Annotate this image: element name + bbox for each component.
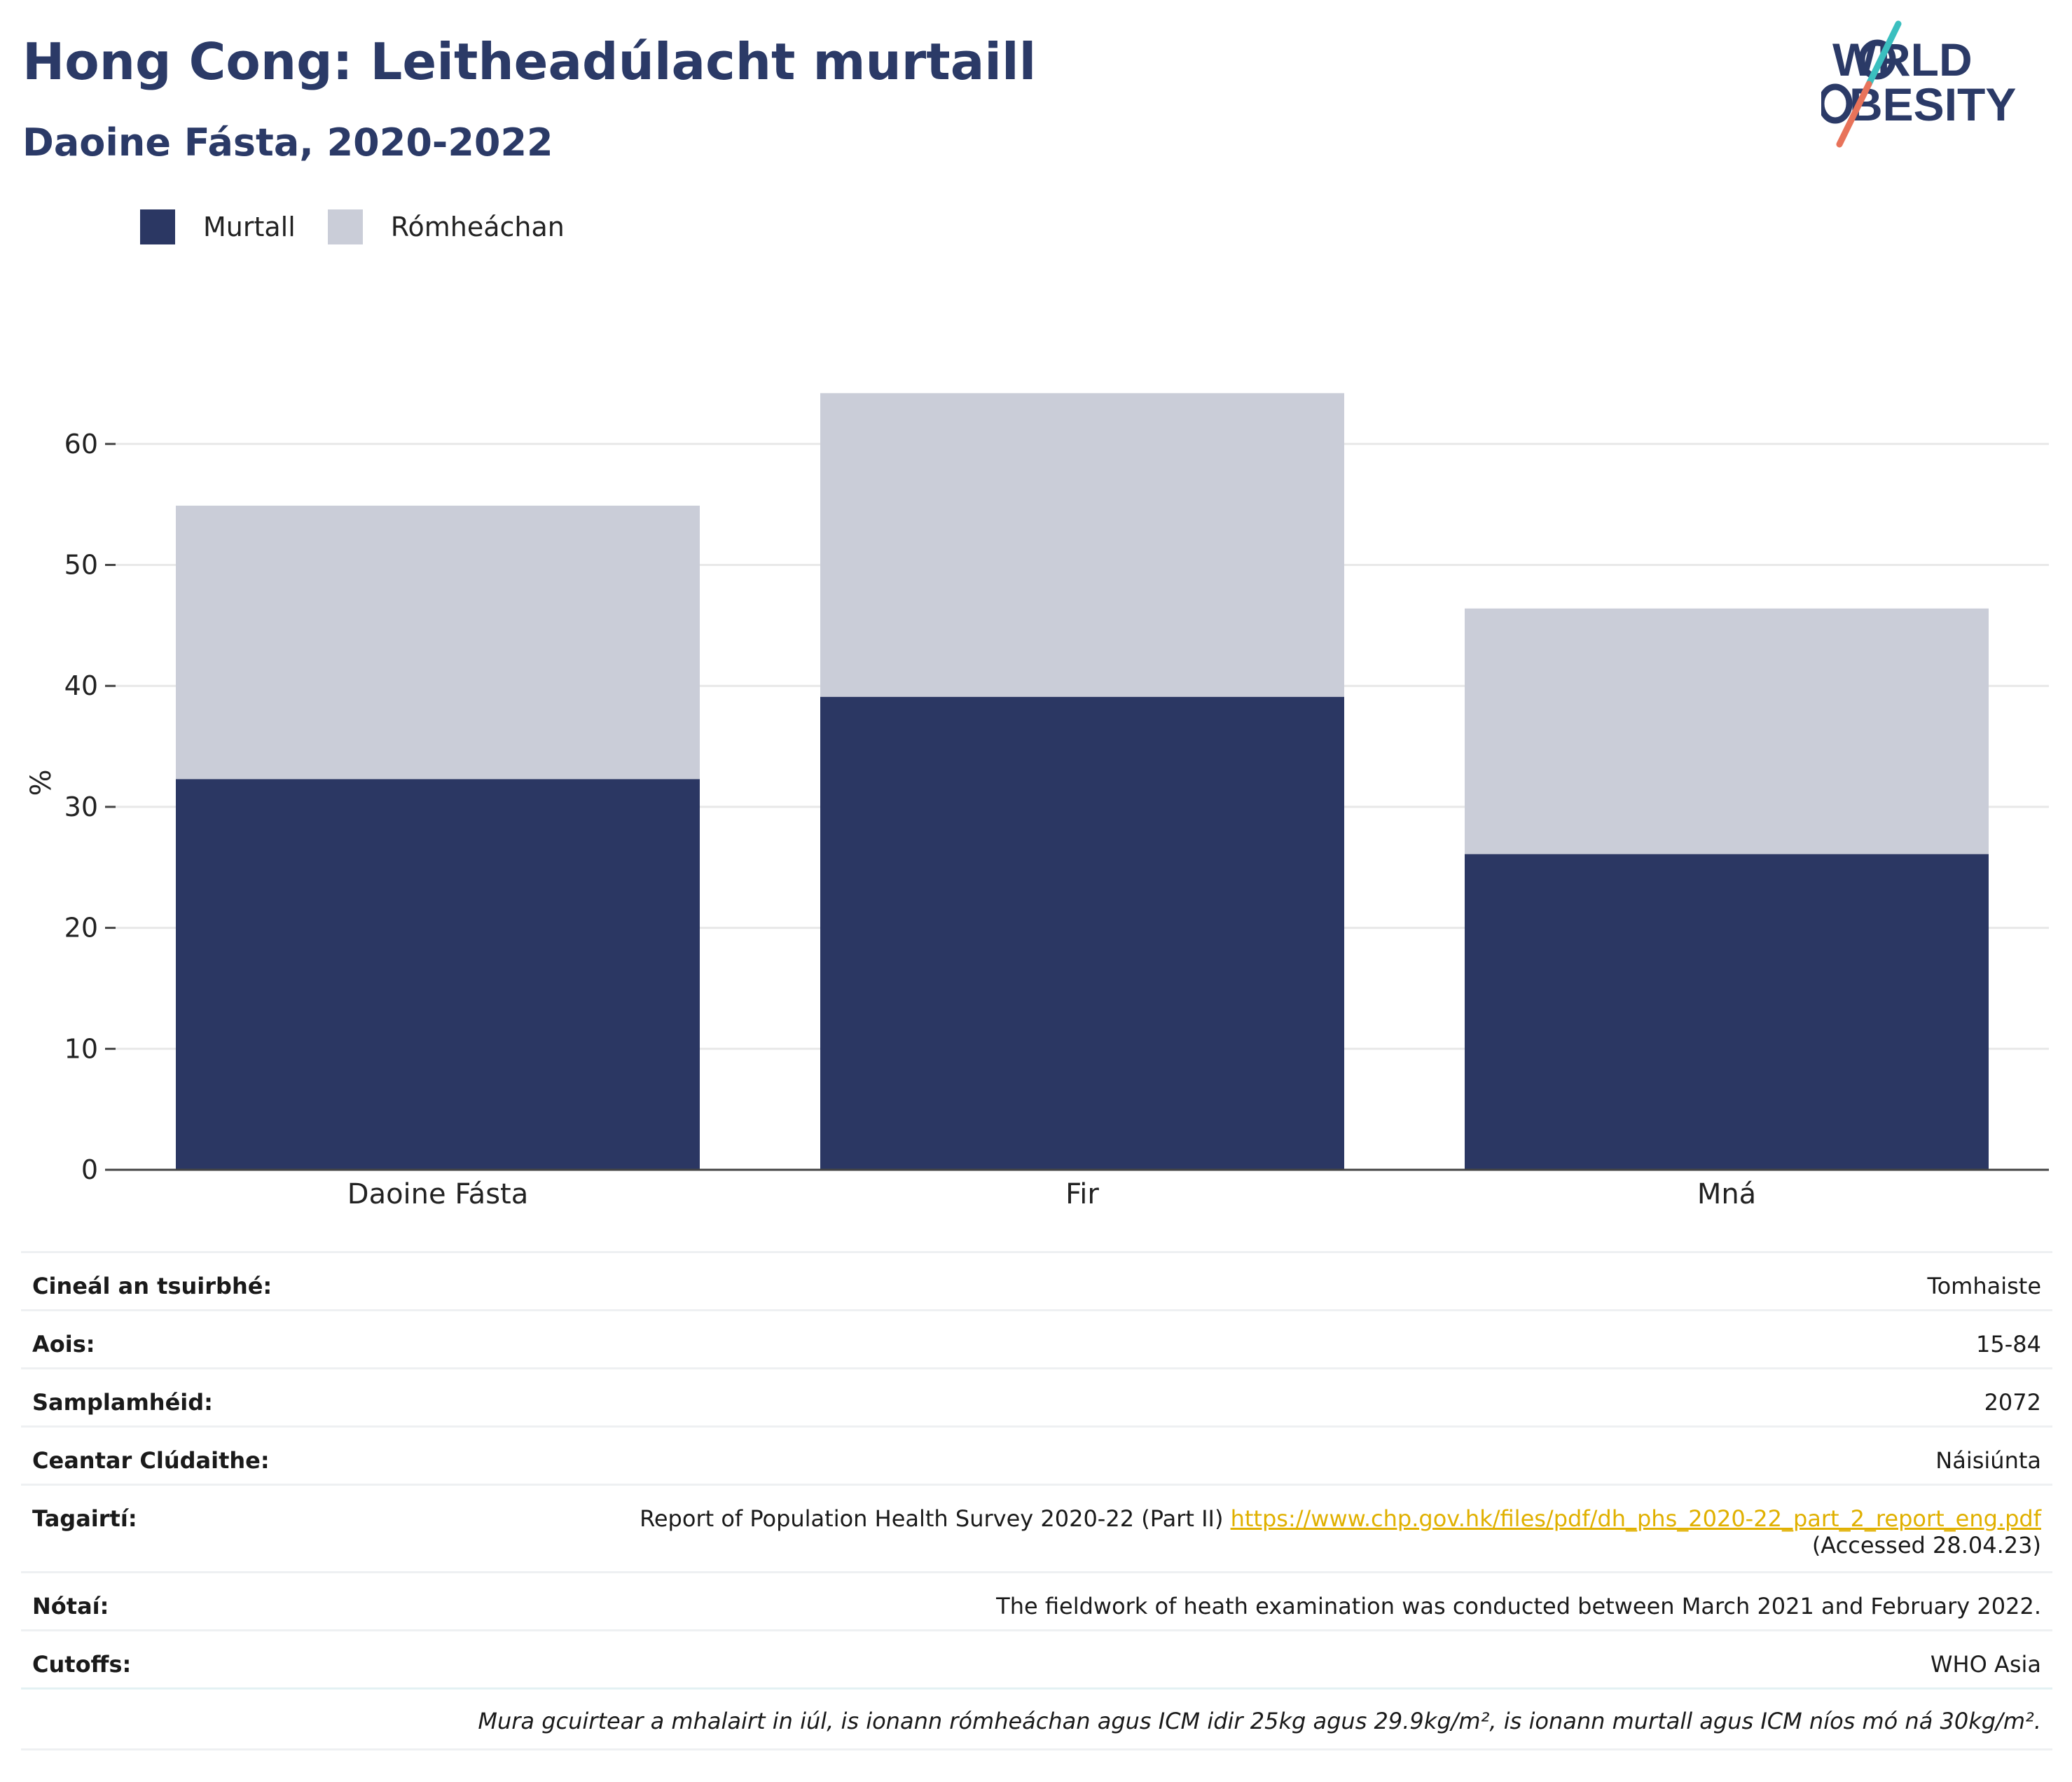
info-row-survey-type: Cineál an tsuirbhé: Tomhaiste	[21, 1251, 2052, 1309]
x-tick-label: Daoine Fásta	[347, 1178, 528, 1210]
info-row-notes: Nótaí: The fieldwork of heath examinatio…	[21, 1571, 2052, 1629]
info-row-sample-size: Samplamhéid: 2072	[21, 1367, 2052, 1425]
y-tick-label: 30	[64, 792, 98, 822]
info-value: Náisiúnta	[1935, 1447, 2041, 1474]
info-label: Samplamhéid:	[32, 1389, 213, 1416]
info-value: Report of Population Health Survey 2020-…	[640, 1486, 2041, 1559]
bar-obese-1	[820, 696, 1344, 1170]
bar-overweight-1	[820, 393, 1344, 697]
x-tick-label: Fir	[1065, 1178, 1099, 1210]
survey-info-table: Cineál an tsuirbhé: Tomhaiste Aois: 15-8…	[21, 1251, 2052, 1750]
bar-obese-0	[176, 779, 700, 1170]
y-tick-label: 50	[64, 550, 98, 581]
y-tick-label: 10	[64, 1033, 98, 1064]
info-label: Ceantar Clúdaithe:	[32, 1447, 270, 1474]
legend-item-obese[interactable]: Murtall	[140, 209, 296, 244]
info-row-age: Aois: 15-84	[21, 1309, 2052, 1367]
info-value: WHO Asia	[1930, 1651, 2041, 1678]
bar-overweight-2	[1465, 608, 1989, 855]
reference-link[interactable]: https://www.chp.gov.hk/files/pdf/dh_phs_…	[1230, 1505, 2041, 1532]
info-row-cutoffs: Cutoffs: WHO Asia	[21, 1629, 2052, 1687]
stacked-bar-chart: 0 10 20 30 40 50 60% Daoine Fásta Fir Mná	[25, 393, 2049, 1210]
info-label: Cutoffs:	[32, 1651, 132, 1678]
page-title: Hong Cong: Leitheadúlacht murtaill	[22, 32, 1037, 91]
info-row-coverage: Ceantar Clúdaithe: Náisiúnta	[21, 1425, 2052, 1484]
info-row-references: Tagairtí: Report of Population Health Su…	[21, 1484, 2052, 1571]
info-value: 15-84	[1976, 1331, 2041, 1358]
y-tick-label: 60	[64, 429, 98, 460]
y-tick-label: 20	[64, 913, 98, 944]
info-value: Tomhaiste	[1927, 1273, 2041, 1299]
page-subtitle: Daoine Fásta, 2020-2022	[22, 120, 553, 165]
bar-obese-2	[1465, 854, 1989, 1170]
legend-swatch-overweight	[327, 209, 363, 244]
chart-legend: Murtall Rómheáchan	[140, 209, 597, 245]
info-label: Aois:	[32, 1331, 95, 1358]
x-tick-label: Mná	[1697, 1178, 1756, 1210]
info-label: Cineál an tsuirbhé:	[32, 1273, 272, 1299]
y-tick-label: 0	[81, 1154, 98, 1185]
reference-text: Report of Population Health Survey 2020-…	[640, 1505, 1224, 1532]
y-axis-title: %	[25, 769, 57, 796]
reference-accessed: (Accessed 28.04.23)	[1811, 1532, 2041, 1559]
info-label: Nótaí:	[32, 1593, 109, 1619]
world-obesity-logo: W RLD BESITY	[1821, 20, 2016, 148]
bar-overweight-0	[176, 505, 700, 780]
y-tick-label: 40	[64, 670, 98, 701]
legend-label-overweight: Rómheáchan	[390, 212, 565, 242]
info-value: The fieldwork of heath examination was c…	[996, 1593, 2041, 1619]
bmi-footnote: Mura gcuirtear a mhalairt in iúl, is ion…	[21, 1687, 2052, 1750]
legend-label-obese: Murtall	[203, 212, 296, 242]
info-label: Tagairtí:	[32, 1505, 137, 1532]
legend-item-overweight[interactable]: Rómheáchan	[327, 209, 565, 244]
info-value: 2072	[1984, 1389, 2041, 1416]
legend-swatch-obese	[140, 209, 175, 244]
svg-text:BESITY: BESITY	[1849, 78, 2016, 130]
